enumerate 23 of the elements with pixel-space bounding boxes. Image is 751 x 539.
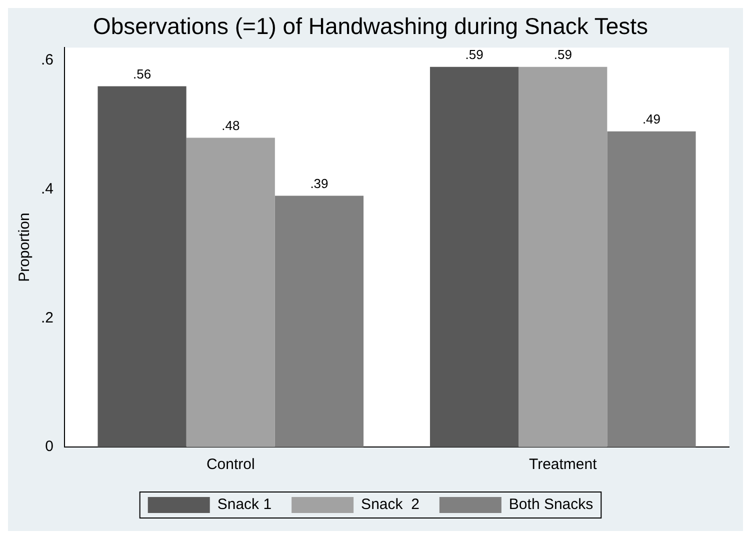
data-label: .49 xyxy=(642,111,661,126)
data-label: .59 xyxy=(554,47,572,62)
data-label: .48 xyxy=(222,118,240,133)
y-tick-label: .2 xyxy=(40,309,54,326)
bar xyxy=(98,86,186,447)
legend-label: Snack 1 xyxy=(217,496,272,514)
bar xyxy=(430,66,519,447)
legend-label: Snack 2 xyxy=(361,496,420,514)
data-label: .56 xyxy=(132,66,152,82)
y-tick-label: 0 xyxy=(45,438,54,456)
y-tick-label: .4 xyxy=(40,180,54,198)
bar xyxy=(186,138,275,447)
data-label: .59 xyxy=(465,47,484,62)
y-axis-title: Proportion xyxy=(16,212,34,282)
x-tick-label: Treatment xyxy=(528,456,598,474)
legend-label: Both Snacks xyxy=(508,496,594,514)
y-tick-label: .6 xyxy=(40,52,54,69)
bar xyxy=(607,131,696,447)
data-label: .39 xyxy=(310,176,328,191)
bar xyxy=(274,196,364,447)
x-tick-label: Control xyxy=(206,456,255,474)
bar xyxy=(518,66,608,447)
chart-title: Observations (=1) of Handwashing during Snack Tests xyxy=(92,13,648,40)
